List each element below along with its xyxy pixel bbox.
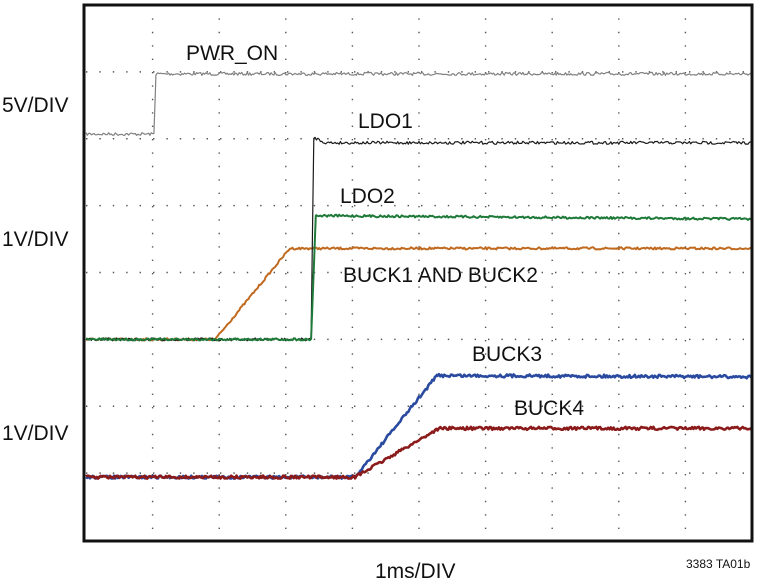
trace-ldo1: [85, 136, 753, 342]
trace-buck1-and-buck2: [85, 246, 753, 342]
series-label-pwr-on: PWR_ON: [186, 42, 278, 65]
series-label-ldo1: LDO1: [358, 110, 413, 133]
figure-id: 3383 TA01b: [686, 557, 751, 571]
series-label-ldo2: LDO2: [340, 185, 395, 208]
traces: [85, 71, 754, 480]
trace-pwr-on: [85, 71, 753, 136]
channel-scale-3: 1V/DIV: [2, 422, 69, 445]
series-label-buck3: BUCK3: [472, 343, 542, 366]
x-axis-label: 1ms/DIV: [375, 560, 456, 583]
plot-frame: [82, 3, 754, 543]
channel-scale-2: 1V/DIV: [2, 228, 69, 251]
channel-scale-1: 5V/DIV: [2, 94, 69, 117]
trace-ldo2: [85, 213, 753, 342]
series-label-buck1-buck2: BUCK1 AND BUCK2: [343, 264, 538, 287]
trace-buck4: [85, 425, 754, 480]
series-label-buck4: BUCK4: [514, 397, 584, 420]
trace-buck3: [85, 372, 754, 480]
